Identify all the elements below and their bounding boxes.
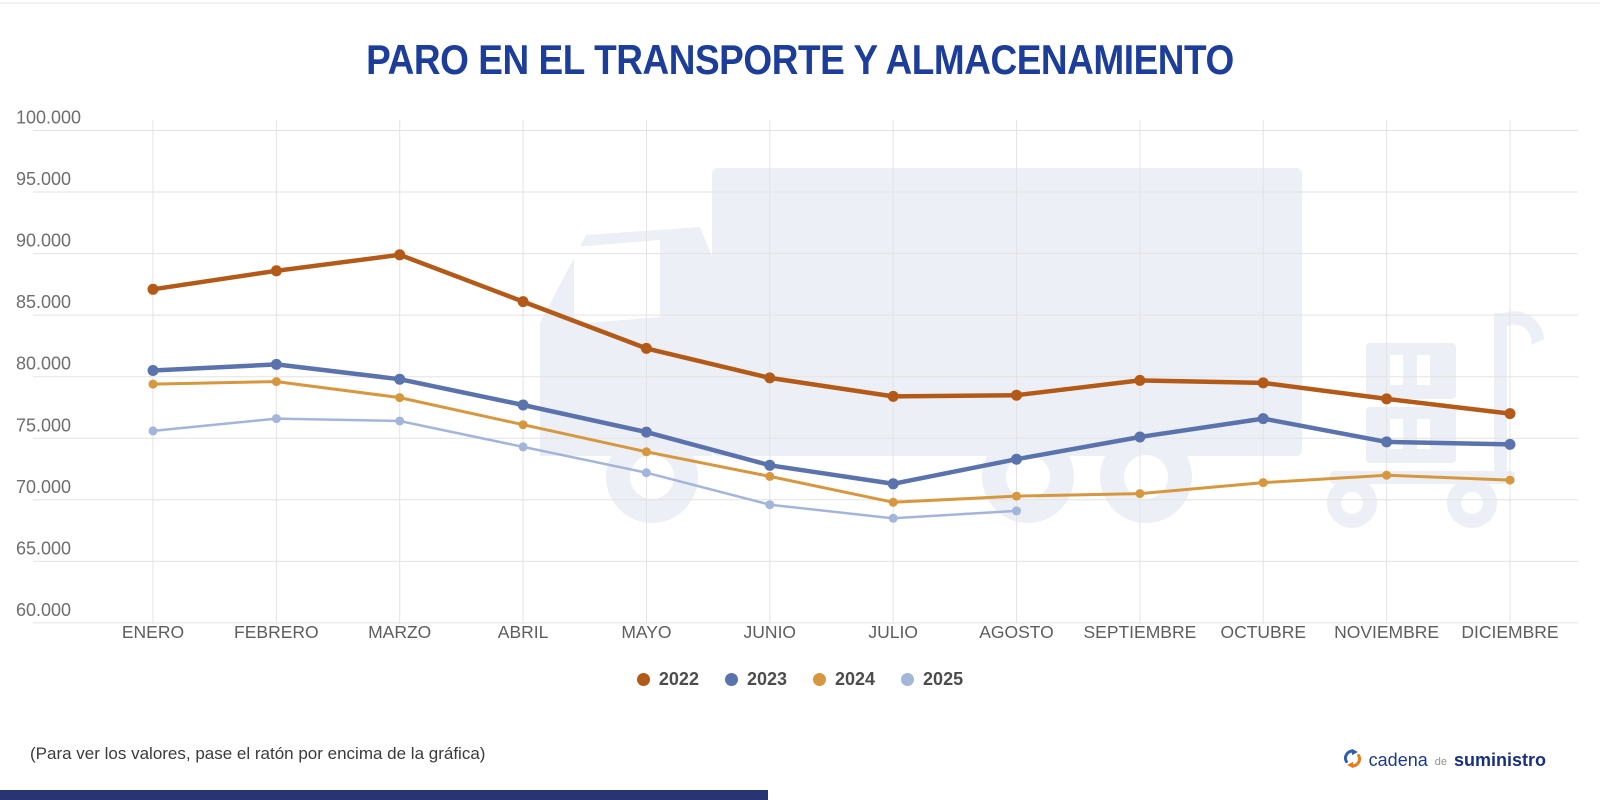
data-point-2025[interactable]: [641, 468, 651, 478]
data-point-2024[interactable]: [1382, 470, 1392, 480]
data-point-2023[interactable]: [640, 426, 652, 438]
data-point-2022[interactable]: [887, 390, 899, 402]
chart-legend: 2022 2023 2024 2025: [0, 669, 1600, 690]
legend-label-2022: 2022: [658, 669, 699, 689]
legend-dot-2024: [813, 673, 826, 686]
x-axis-month-label: DICIEMBRE: [1461, 622, 1558, 642]
x-axis-month-label: MAYO: [621, 622, 671, 642]
y-axis-tick-label: 75.000: [16, 415, 71, 435]
data-point-2022[interactable]: [1504, 408, 1516, 420]
data-point-2023[interactable]: [1134, 431, 1146, 443]
data-point-2025[interactable]: [888, 513, 898, 523]
data-point-2023[interactable]: [517, 399, 529, 411]
cycle-arrows-icon: [1343, 748, 1361, 769]
y-axis-tick-label: 70.000: [16, 477, 71, 497]
data-point-2022[interactable]: [517, 296, 529, 308]
data-point-2024[interactable]: [1505, 475, 1515, 485]
data-point-2025[interactable]: [1012, 506, 1021, 516]
data-point-2023[interactable]: [1011, 453, 1022, 465]
x-axis-month-label: JUNIO: [744, 622, 797, 642]
y-axis-tick-label: 85.000: [16, 292, 71, 312]
legend-label-2024: 2024: [835, 669, 876, 689]
data-point-2025[interactable]: [518, 442, 528, 452]
data-point-2022[interactable]: [147, 283, 159, 295]
hover-hint-text: (Para ver los valores, pase el ratón por…: [30, 744, 486, 763]
data-point-2023[interactable]: [270, 358, 282, 370]
data-point-2024[interactable]: [888, 497, 898, 507]
logo-text-suministro: suministro: [1453, 750, 1546, 770]
series-line-2023: [150, 362, 1513, 487]
data-point-2025[interactable]: [765, 500, 775, 510]
data-point-2023[interactable]: [1381, 436, 1393, 448]
legend-item-2023[interactable]: 2023: [724, 669, 787, 690]
data-point-2024[interactable]: [1012, 491, 1021, 501]
data-point-2022[interactable]: [640, 342, 652, 354]
data-point-2024[interactable]: [1135, 489, 1145, 499]
top-divider: [0, 2, 1600, 4]
data-point-2024[interactable]: [148, 379, 158, 389]
legend-dot-2025: [901, 673, 915, 686]
legend-item-2024[interactable]: 2024: [813, 669, 875, 690]
data-point-2023[interactable]: [764, 459, 776, 471]
data-point-2025[interactable]: [395, 416, 405, 426]
y-axis-tick-label: 65.000: [16, 538, 71, 558]
y-axis-tick-label: 90.000: [16, 231, 71, 251]
y-axis-tick-label: 60.000: [16, 600, 71, 620]
data-point-2022[interactable]: [764, 372, 776, 384]
data-point-2023[interactable]: [147, 365, 159, 376]
x-axis-month-label: MARZO: [368, 622, 431, 642]
y-axis-tick-label: 95.000: [16, 169, 71, 189]
page-title: PARO EN EL TRANSPORTE Y ALMACENAMIENTO: [366, 36, 1234, 83]
line-chart[interactable]: 100.000 95.000 90.000 85.000 80.000 75.000 70.…: [0, 95, 1600, 655]
cadena-de-suministro-logo[interactable]: cadena de suministro: [1342, 748, 1546, 770]
legend-item-2022[interactable]: 2022: [636, 669, 699, 690]
legend-label-2023: 2023: [746, 669, 787, 689]
x-axis-month-label: SEPTIEMBRE: [1083, 622, 1196, 642]
y-axis-tick-label: 80.000: [16, 354, 71, 374]
data-point-2024[interactable]: [641, 447, 651, 457]
x-axis-month-label: NOVIEMBRE: [1334, 622, 1439, 642]
data-point-2023[interactable]: [887, 478, 899, 490]
legend-label-2025: 2025: [923, 669, 964, 689]
series-line-2024: [151, 380, 1512, 504]
data-point-2025[interactable]: [148, 426, 158, 436]
data-point-2022[interactable]: [1011, 389, 1022, 401]
x-axis-month-label: ABRIL: [498, 622, 549, 642]
data-point-2024[interactable]: [395, 393, 405, 403]
series-line-2025: [151, 417, 1018, 520]
series-line-2022: [150, 252, 1513, 416]
x-axis-month-label: AGOSTO: [979, 622, 1054, 642]
logo-text-de: de: [1434, 756, 1447, 768]
y-axis-tick-label: 100.000: [16, 108, 81, 128]
data-point-2023[interactable]: [1257, 413, 1269, 425]
data-point-2023[interactable]: [394, 373, 406, 385]
data-point-2024[interactable]: [765, 471, 775, 481]
data-point-2022[interactable]: [1257, 377, 1269, 389]
data-point-2024[interactable]: [271, 377, 281, 387]
x-axis-month-label: OCTUBRE: [1220, 622, 1306, 642]
logo-text-cadena: cadena: [1368, 750, 1428, 770]
data-point-2024[interactable]: [518, 420, 528, 430]
data-point-2025[interactable]: [271, 414, 281, 424]
data-point-2024[interactable]: [1258, 478, 1268, 488]
data-point-2022[interactable]: [1381, 393, 1393, 405]
legend-dot-2022: [636, 673, 650, 686]
legend-dot-2023: [724, 673, 738, 686]
data-point-2022[interactable]: [394, 249, 406, 261]
legend-item-2025[interactable]: 2025: [901, 669, 963, 690]
data-point-2022[interactable]: [270, 265, 282, 277]
data-point-2022[interactable]: [1134, 374, 1146, 386]
data-point-2023[interactable]: [1504, 438, 1516, 450]
x-axis-month-label: FEBRERO: [234, 622, 319, 642]
x-axis-month-label: JULIO: [868, 622, 918, 642]
x-axis-month-label: ENERO: [122, 622, 184, 642]
bottom-bar: [0, 790, 768, 800]
